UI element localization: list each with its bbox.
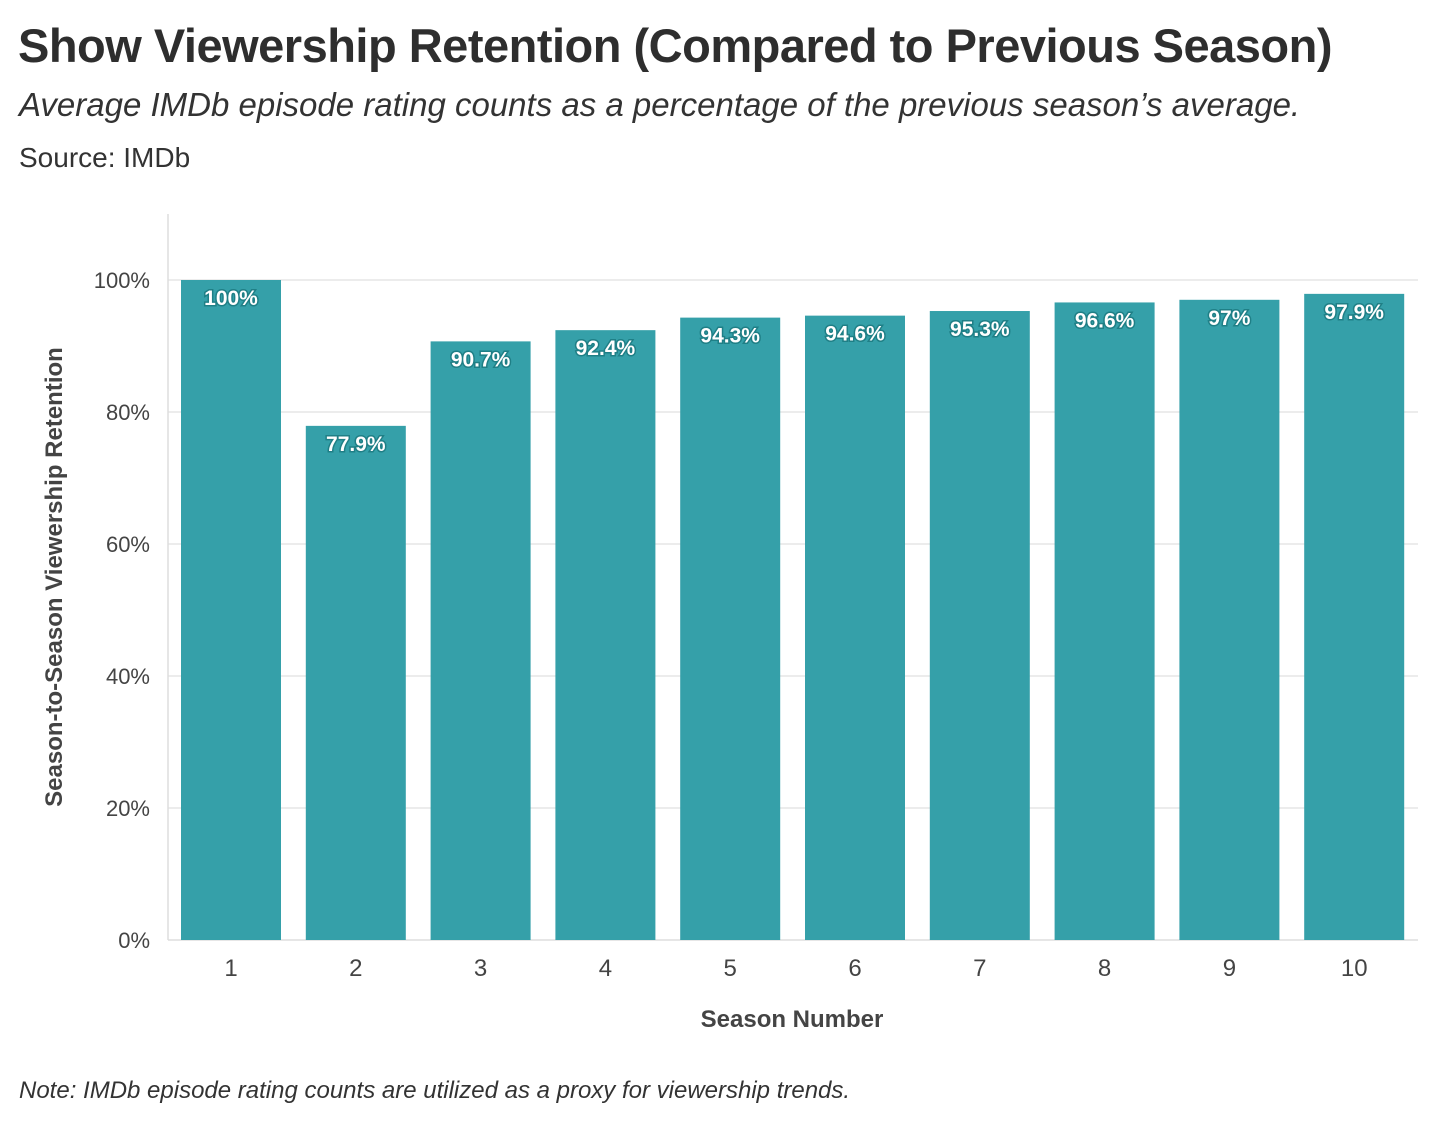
x-tick-label: 7 — [973, 955, 986, 982]
x-axis-title: Season Number — [701, 1006, 884, 1033]
x-tick-label: 5 — [724, 955, 737, 982]
x-tick-label: 9 — [1223, 955, 1236, 982]
x-tick-label: 10 — [1341, 955, 1368, 982]
bar-season-6 — [805, 315, 905, 940]
chart-title: Show Viewership Retention (Compared to P… — [18, 19, 1333, 72]
bar-season-8 — [1054, 302, 1155, 940]
bar-season-7 — [929, 311, 1030, 940]
y-tick-label: 40% — [106, 664, 150, 689]
bar-data-label: 95.3% — [950, 318, 1010, 341]
x-tick-labels: 1 2 3 4 5 6 7 8 9 10 — [224, 955, 1367, 982]
bar-data-label: 77.9% — [326, 433, 386, 456]
x-tick-label: 2 — [349, 955, 362, 982]
y-tick-label: 100% — [94, 268, 150, 293]
bar-data-label: 96.6% — [1075, 309, 1135, 332]
bar-data-label: 97% — [1208, 307, 1250, 330]
bar-data-label: 94.3% — [700, 325, 760, 348]
bar-season-2 — [305, 425, 406, 940]
bar-season-10 — [1304, 293, 1405, 940]
x-tick-label: 8 — [1098, 955, 1111, 982]
bars — [181, 280, 1405, 940]
y-tick-label: 0% — [118, 928, 150, 953]
y-axis-title: Season-to-Season Viewership Retention — [41, 347, 68, 807]
footnote: Note: IMDb episode rating counts are uti… — [19, 1077, 851, 1104]
bar-season-5 — [680, 317, 781, 940]
y-tick-label: 80% — [106, 400, 150, 425]
bar-data-label: 92.4% — [576, 337, 636, 360]
bar-season-1 — [181, 280, 281, 940]
x-tick-label: 1 — [224, 955, 237, 982]
y-tick-label: 20% — [106, 796, 150, 821]
bar-data-label: 90.7% — [451, 348, 511, 371]
source-line: Source: IMDb — [19, 142, 191, 173]
bar-chart: 0%20%40%60%80%100% 100%77.9%90.7% 92.4%94… — [41, 214, 1418, 1033]
bar-season-9 — [1179, 299, 1280, 940]
bar-season-3 — [430, 341, 531, 940]
bar-data-label: 97.9% — [1324, 301, 1384, 324]
x-tick-label: 4 — [599, 955, 612, 982]
chart-subtitle: Average IMDb episode rating counts as a … — [19, 86, 1301, 123]
bar-data-label: 100% — [204, 287, 258, 310]
bar-season-4 — [555, 330, 656, 940]
x-tick-label: 3 — [474, 955, 487, 982]
y-tick-label: 60% — [106, 532, 150, 557]
bar-data-label: 94.6% — [825, 323, 885, 346]
x-tick-label: 6 — [848, 955, 861, 982]
y-tick-labels: 0% 20% 40% 60% 80% 100% — [94, 268, 150, 953]
bar-data-labels: 100% 77.9% 90.7% 92.4% 94.3% 94.6% 95.3% 96.6% 9… — [203, 286, 1386, 458]
